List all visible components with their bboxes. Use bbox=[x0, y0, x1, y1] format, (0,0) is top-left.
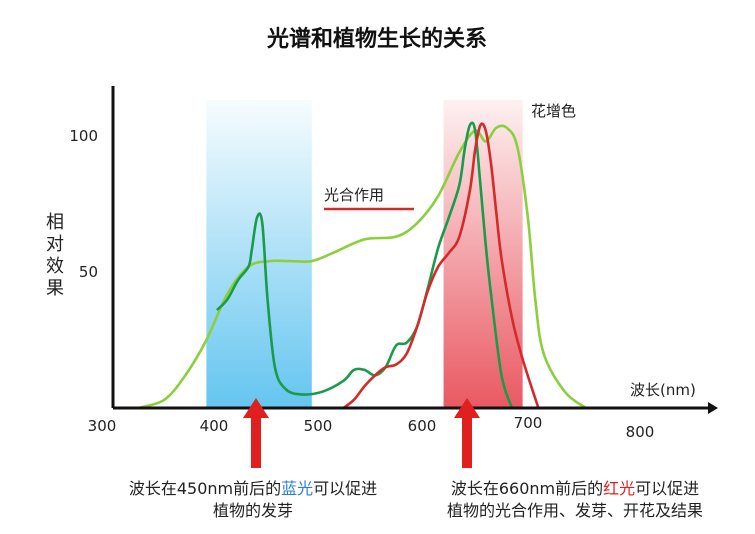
red-light-band bbox=[443, 100, 523, 408]
caption-red: 波长在660nm前后的红光可以促进 植物的光合作用、发芽、开花及结果 bbox=[405, 478, 745, 522]
y-axis-label: 相对效果 bbox=[46, 212, 64, 299]
caption-blue: 波长在450nm前后的蓝光可以促进 植物的发芽 bbox=[88, 478, 418, 522]
blue-light-band bbox=[206, 100, 312, 408]
blue-arrow bbox=[243, 398, 269, 468]
series-line-2 bbox=[342, 122, 540, 410]
svg-text:相对效果: 相对效果 bbox=[46, 212, 64, 299]
photosynthesis-label: 光合作用 bbox=[324, 186, 384, 204]
caption-blue-text: 波长在450nm前后的 bbox=[128, 479, 282, 498]
x-axis-arrow bbox=[708, 402, 718, 414]
x-tick-label: 400 bbox=[200, 417, 229, 435]
y-tick-label: 100 bbox=[69, 127, 98, 145]
caption-red-text-2: 可以促进 bbox=[635, 479, 700, 498]
caption-red-line2: 植物的光合作用、发芽、开花及结果 bbox=[446, 501, 703, 520]
caption-blue-line2: 植物的发芽 bbox=[212, 501, 293, 520]
flower-color-label: 花增色 bbox=[531, 102, 576, 120]
y-tick-label: 50 bbox=[79, 263, 98, 281]
caption-red-text: 波长在660nm前后的 bbox=[450, 479, 604, 498]
series-line-0 bbox=[137, 124, 587, 410]
x-tick-label: 500 bbox=[304, 417, 333, 435]
chart-title: 光谱和植物生长的关系 bbox=[266, 26, 487, 52]
caption-blue-highlight: 蓝光 bbox=[281, 479, 314, 498]
caption-red-highlight: 红光 bbox=[603, 479, 636, 498]
x-tick-label: 600 bbox=[408, 417, 437, 435]
caption-blue-text-2: 可以促进 bbox=[313, 479, 378, 498]
series-line-1 bbox=[216, 121, 514, 409]
x-tick-label: 700 bbox=[514, 414, 543, 432]
x-tick-label: 800 bbox=[626, 423, 655, 441]
x-axis-label: 波长(nm) bbox=[630, 381, 696, 399]
x-tick-label: 300 bbox=[88, 417, 117, 435]
red-arrow bbox=[454, 398, 480, 468]
